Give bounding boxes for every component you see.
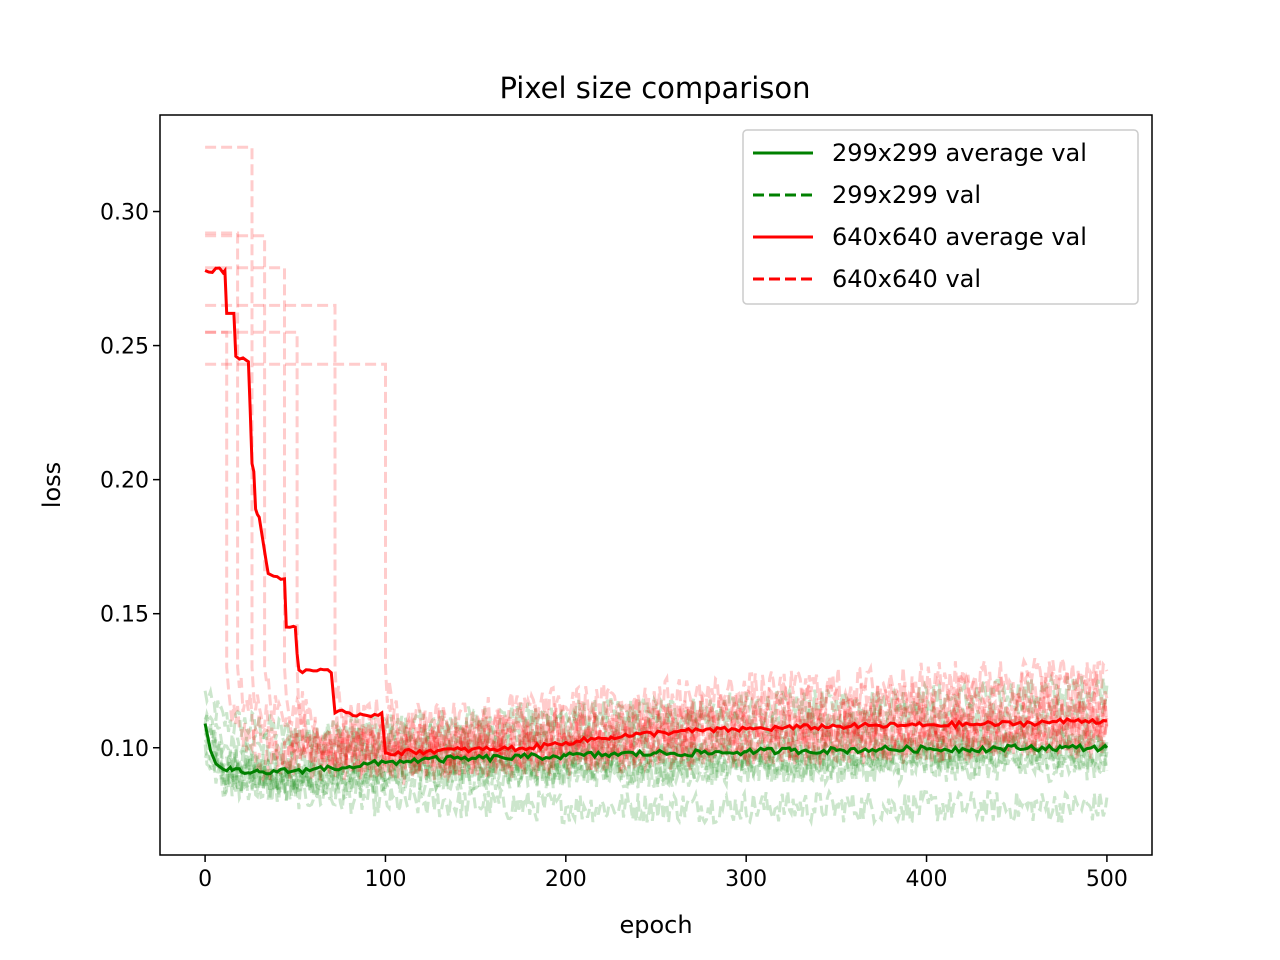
legend: 299x299 average val 299x299 val 640x640 av…: [742, 129, 1139, 305]
series-line-299x299-average-val: [203, 723, 1109, 776]
series-line-640x640-average-val: [204, 266, 1108, 757]
series-640-val-run-3: [205, 234, 1109, 757]
y-tick-label: 0.10: [100, 737, 149, 762]
y-axis-label: loss: [38, 462, 66, 508]
y-tick-label: 0.20: [100, 469, 149, 494]
y-axis-ticks: 0.10 0.15 0.20 0.25 0.30: [100, 201, 160, 762]
series-640-val-run-5: [205, 330, 1109, 783]
series-299-val-run-7: [203, 728, 1108, 793]
series-640-val-run-7: [205, 362, 1108, 785]
x-axis-label: epoch: [619, 911, 692, 939]
series-299-val-run-5: [203, 697, 1108, 763]
plot-area: [203, 145, 1109, 827]
series-640-val-run-1: [205, 231, 1109, 772]
legend-items: 299x299 average val 299x299 val 640x640 av…: [753, 139, 1087, 293]
series-299-val-run-4: [203, 741, 1109, 804]
chart-title: Pixel size comparison: [499, 71, 810, 105]
legend-label: 640x640 average val: [832, 223, 1087, 251]
legend-label: 299x299 average val: [832, 139, 1087, 167]
x-axis-ticks: 0 100 200 300 400 500: [198, 855, 1128, 892]
y-tick-label: 0.15: [100, 603, 149, 628]
series-299-val-run-0: [203, 672, 1109, 751]
x-tick-label: 200: [545, 867, 587, 892]
series-299-val-run-6: [203, 726, 1109, 793]
y-tick-label: 0.30: [100, 201, 149, 226]
legend-label: 640x640 val: [832, 265, 981, 293]
series-640-val-run-6: [205, 303, 1109, 746]
x-tick-label: 400: [906, 867, 948, 892]
x-tick-label: 300: [725, 867, 767, 892]
axes-frame: [159, 114, 1153, 856]
x-tick-label: 500: [1086, 867, 1128, 892]
legend-label: 299x299 val: [832, 181, 981, 209]
series-299-val-run-2: [203, 732, 1109, 798]
series-640-val-run-2: [205, 145, 1109, 774]
legend-box: [742, 129, 1139, 305]
y-tick-label: 0.25: [100, 335, 149, 360]
x-tick-label: 0: [198, 867, 212, 892]
series-299-val-run-1: [203, 750, 1109, 827]
x-tick-label: 100: [364, 867, 406, 892]
